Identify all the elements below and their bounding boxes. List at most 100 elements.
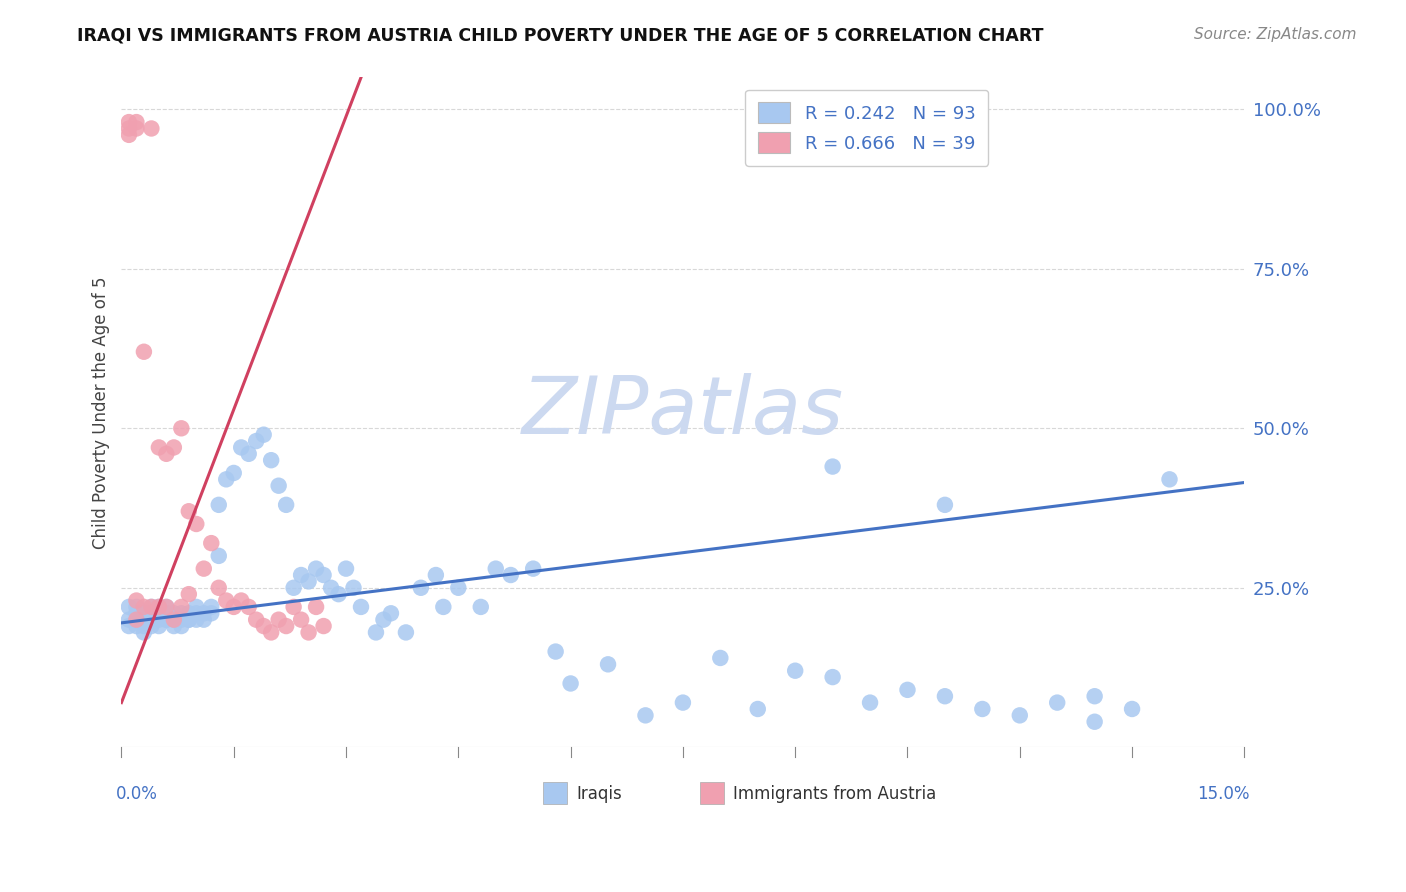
Point — [177, 587, 200, 601]
Point — [560, 676, 582, 690]
Point — [297, 625, 319, 640]
Y-axis label: Child Poverty Under the Age of 5: Child Poverty Under the Age of 5 — [93, 277, 110, 549]
Point — [260, 453, 283, 467]
Point — [231, 441, 253, 455]
Point — [141, 607, 163, 621]
Point — [290, 613, 312, 627]
Point — [312, 619, 335, 633]
Point — [155, 613, 177, 627]
Point — [163, 441, 186, 455]
Point — [125, 593, 148, 607]
Point — [141, 121, 163, 136]
Point — [1008, 708, 1031, 723]
Text: 0.0%: 0.0% — [115, 785, 157, 803]
Point — [132, 619, 155, 633]
Point — [1121, 702, 1143, 716]
Point — [125, 599, 148, 614]
Point — [155, 607, 177, 621]
Point — [186, 607, 208, 621]
Point — [373, 613, 395, 627]
Point — [155, 599, 177, 614]
Point — [118, 613, 141, 627]
Text: IRAQI VS IMMIGRANTS FROM AUSTRIA CHILD POVERTY UNDER THE AGE OF 5 CORRELATION CH: IRAQI VS IMMIGRANTS FROM AUSTRIA CHILD P… — [77, 27, 1043, 45]
Point — [319, 581, 342, 595]
Point — [208, 549, 231, 563]
Point — [170, 619, 193, 633]
Text: ZIPatlas: ZIPatlas — [522, 374, 844, 451]
Point — [125, 121, 148, 136]
Point — [155, 613, 177, 627]
Point — [1084, 690, 1107, 704]
Point — [163, 607, 186, 621]
Point — [499, 568, 522, 582]
Point — [1046, 696, 1069, 710]
Point — [208, 498, 231, 512]
Point — [896, 682, 918, 697]
Point — [380, 607, 402, 621]
Point — [342, 581, 364, 595]
Point — [290, 568, 312, 582]
Point — [328, 587, 350, 601]
Point — [238, 447, 260, 461]
Point — [305, 599, 328, 614]
Point — [132, 607, 155, 621]
Point — [934, 690, 956, 704]
Point — [155, 447, 177, 461]
Point — [785, 664, 807, 678]
Point — [148, 607, 170, 621]
Point — [859, 696, 882, 710]
Point — [141, 599, 163, 614]
Point — [163, 613, 186, 627]
Point — [432, 599, 454, 614]
Point — [132, 599, 155, 614]
Point — [972, 702, 994, 716]
Point — [163, 619, 186, 633]
Text: Immigrants from Austria: Immigrants from Austria — [734, 785, 936, 803]
Point — [141, 613, 163, 627]
Point — [208, 581, 231, 595]
Point — [267, 479, 290, 493]
Point — [177, 607, 200, 621]
Point — [409, 581, 432, 595]
Point — [193, 561, 215, 575]
Point — [596, 657, 619, 672]
Point — [170, 613, 193, 627]
Point — [260, 625, 283, 640]
Point — [425, 568, 447, 582]
Point — [132, 625, 155, 640]
Legend: R = 0.242   N = 93, R = 0.666   N = 39: R = 0.242 N = 93, R = 0.666 N = 39 — [745, 90, 988, 166]
Point — [485, 561, 508, 575]
Point — [148, 441, 170, 455]
Point — [118, 121, 141, 136]
Point — [118, 128, 141, 142]
Point — [177, 613, 200, 627]
Point — [177, 613, 200, 627]
Point — [170, 607, 193, 621]
Point — [186, 516, 208, 531]
Point — [747, 702, 769, 716]
Point — [118, 115, 141, 129]
Point — [267, 613, 290, 627]
Point — [364, 625, 387, 640]
Point — [186, 613, 208, 627]
Point — [350, 599, 373, 614]
Point — [200, 536, 222, 550]
Point — [148, 599, 170, 614]
Point — [125, 619, 148, 633]
Point — [283, 581, 305, 595]
Point — [141, 599, 163, 614]
Text: Iraqis: Iraqis — [576, 785, 621, 803]
Point — [1084, 714, 1107, 729]
Point — [125, 607, 148, 621]
Point — [215, 593, 238, 607]
Point — [672, 696, 695, 710]
Point — [253, 427, 276, 442]
Point — [222, 599, 245, 614]
Text: Source: ZipAtlas.com: Source: ZipAtlas.com — [1194, 27, 1357, 42]
Point — [125, 115, 148, 129]
Point — [148, 619, 170, 633]
Point — [276, 619, 298, 633]
Point — [245, 613, 267, 627]
Point — [170, 599, 193, 614]
Point — [155, 599, 177, 614]
